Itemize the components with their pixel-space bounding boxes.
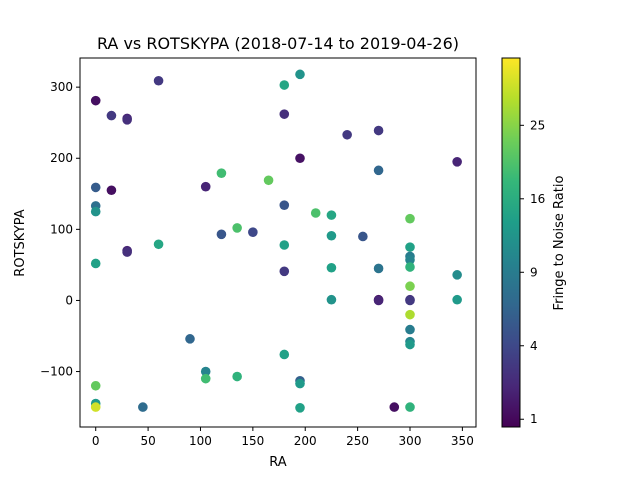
- data-point: [295, 403, 305, 413]
- data-point: [310, 208, 321, 218]
- data-point: [90, 258, 101, 269]
- data-point: [153, 75, 164, 86]
- data-point: [373, 295, 384, 306]
- data-point: [122, 115, 132, 125]
- data-point: [279, 349, 290, 360]
- data-point: [138, 402, 148, 412]
- data-point: [279, 266, 290, 277]
- data-point: [216, 229, 227, 240]
- colorbar-ticks: 1 4 9 16 25: [520, 118, 545, 426]
- y-axis-label: ROTSKYPA: [13, 209, 28, 276]
- data-point: [90, 95, 101, 106]
- data-point: [90, 380, 101, 391]
- data-point: [405, 324, 415, 335]
- data-point: [295, 378, 305, 389]
- data-point: [452, 294, 462, 305]
- data-point: [358, 231, 368, 242]
- data-point: [373, 263, 384, 274]
- data-point: [373, 165, 384, 176]
- data-point: [405, 402, 415, 412]
- data-point: [326, 210, 337, 220]
- y-tick-label: 200: [50, 151, 73, 165]
- x-tick-label: 100: [189, 434, 212, 448]
- data-point: [405, 262, 415, 272]
- data-point: [279, 109, 290, 119]
- data-point: [153, 239, 164, 250]
- data-point: [405, 281, 415, 292]
- data-point: [326, 294, 337, 305]
- data-point: [122, 247, 132, 257]
- data-point: [90, 182, 101, 193]
- data-point: [200, 181, 211, 192]
- data-point: [106, 110, 117, 121]
- data-point: [405, 339, 415, 350]
- plot-area-frame: [79, 57, 477, 428]
- data-point: [90, 206, 101, 217]
- data-point: [248, 227, 258, 237]
- x-tick-label: 150: [241, 434, 264, 448]
- data-point: [263, 175, 274, 186]
- y-tick-label: −100: [40, 365, 73, 379]
- colorbar-tick-label: 9: [530, 265, 538, 279]
- data-point: [106, 185, 117, 196]
- colorbar-tick-label: 25: [530, 118, 545, 132]
- data-point: [279, 80, 290, 90]
- y-tick-label: 300: [50, 80, 73, 94]
- data-point: [185, 334, 195, 344]
- y-tick-label: 100: [50, 222, 73, 236]
- data-point: [452, 157, 462, 167]
- x-tick-label: 300: [399, 434, 422, 448]
- data-point: [200, 373, 211, 384]
- data-point: [405, 242, 415, 252]
- x-tick-label: 250: [346, 434, 369, 448]
- data-point: [373, 125, 384, 136]
- data-point: [200, 366, 211, 377]
- data-point: [405, 295, 415, 306]
- x-tick-label: 350: [451, 434, 474, 448]
- y-tick-label: 0: [65, 293, 73, 307]
- x-tick-label: 200: [294, 434, 317, 448]
- chart-title: RA vs ROTSKYPA (2018-07-14 to 2019-04-26…: [97, 34, 459, 53]
- data-point: [405, 309, 415, 320]
- data-point: [216, 168, 227, 178]
- colorbar-tick-label: 4: [530, 339, 538, 353]
- data-point: [405, 255, 415, 265]
- data-point: [279, 240, 290, 250]
- x-axis-ticks: 0 50 100 150 200 250 300 350: [92, 427, 474, 448]
- data-point: [232, 371, 242, 382]
- data-point: [452, 270, 462, 280]
- x-axis-label: RA: [269, 455, 287, 470]
- data-points: [90, 69, 462, 413]
- data-point: [295, 153, 305, 164]
- colorbar-label: Fringe to Noise Ratio: [552, 176, 567, 311]
- data-point: [90, 402, 101, 412]
- x-tick-label: 0: [92, 434, 100, 448]
- data-point: [342, 129, 352, 140]
- data-point: [389, 402, 400, 412]
- y-axis-ticks: −100 0 100 200 300: [40, 80, 80, 379]
- data-point: [405, 213, 415, 224]
- data-point: [279, 200, 290, 210]
- colorbar: [501, 57, 521, 428]
- x-tick-label: 50: [140, 434, 155, 448]
- data-point: [295, 69, 305, 80]
- colorbar-tick-label: 16: [530, 192, 545, 206]
- data-point: [326, 230, 337, 241]
- colorbar-tick-label: 1: [530, 412, 538, 426]
- data-point: [232, 223, 242, 233]
- data-point: [326, 262, 337, 273]
